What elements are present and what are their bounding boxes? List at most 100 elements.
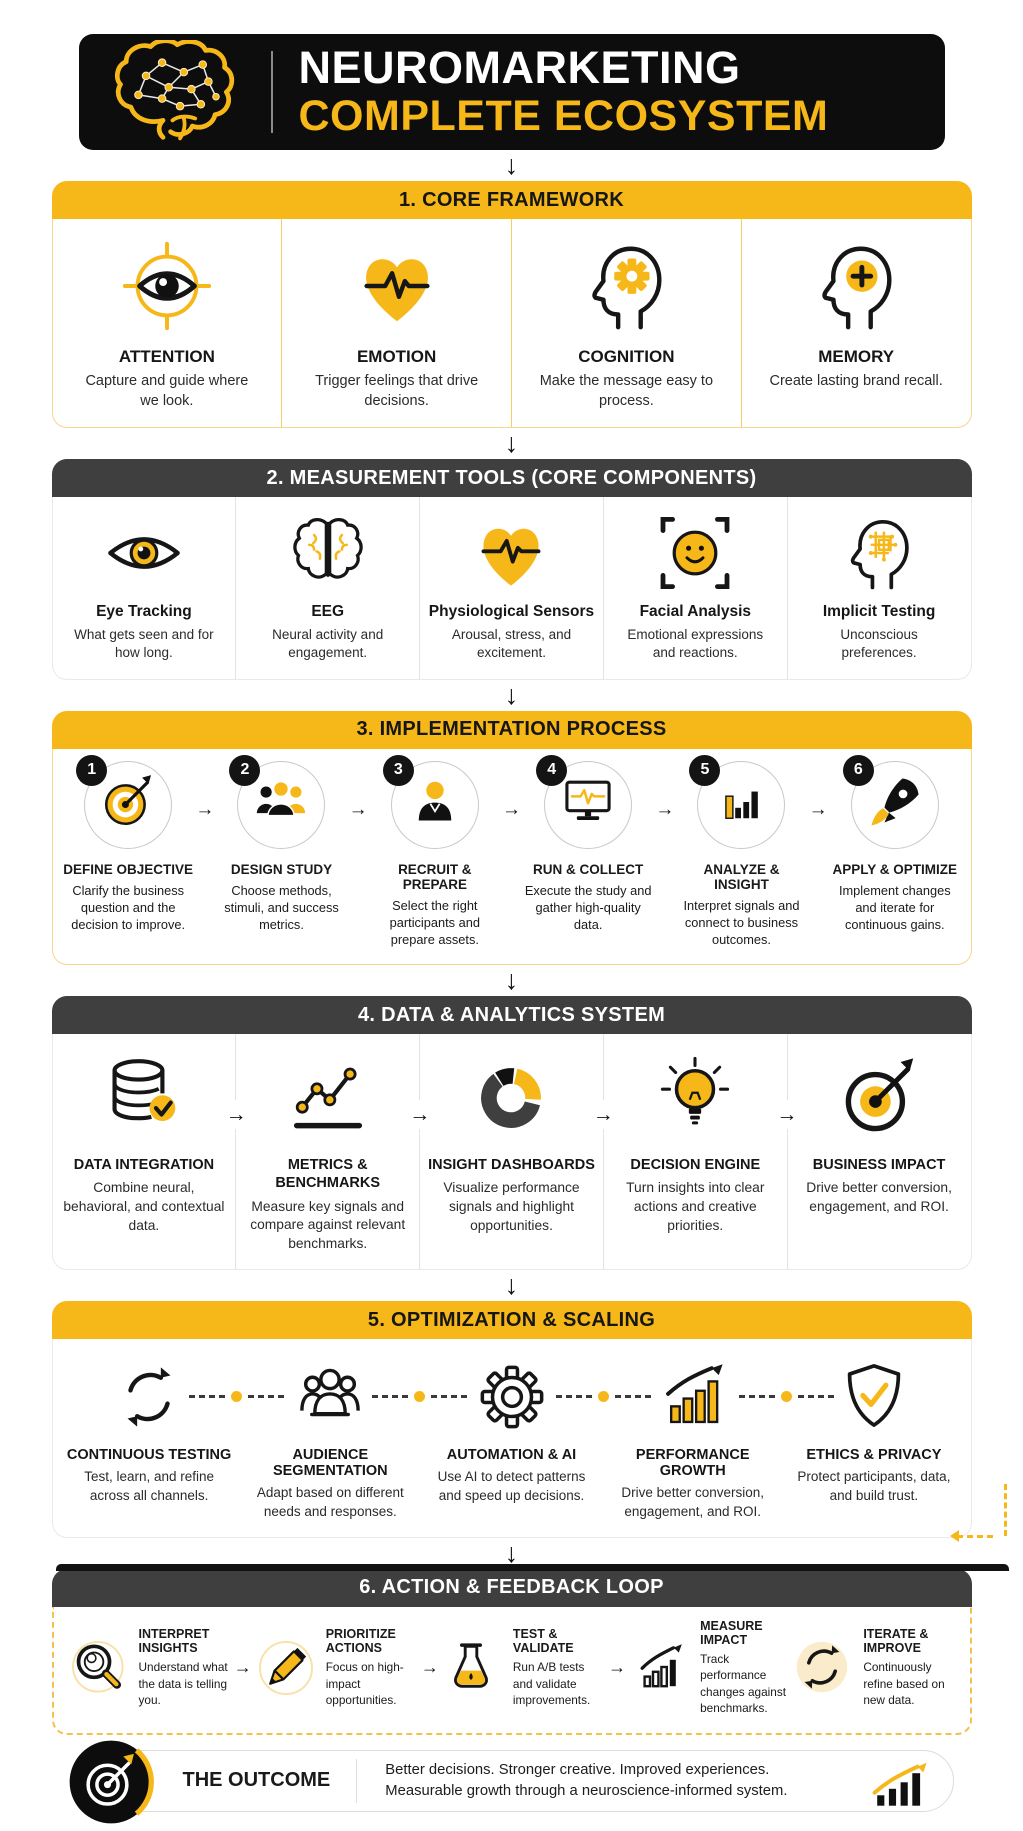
rocket-icon (864, 771, 926, 838)
core-item-memory: MEMORY Create lasting brand recall. (740, 219, 971, 428)
face-scan-icon (655, 511, 735, 595)
item-title: EMOTION (356, 347, 437, 366)
item-title: COGNITION (578, 347, 675, 366)
outcome-line1: Better decisions. Stronger creative. Imp… (385, 1761, 770, 1778)
section-5-header: 5. OPTIMIZATION & SCALING (51, 1301, 972, 1340)
outcome-line2: Measurable growth through a neuroscience… (385, 1782, 788, 1799)
tool-facial-analysis: Facial Analysis Emotional expressions an… (602, 497, 787, 679)
item-desc: Capture and guide where we look. (85, 373, 249, 409)
right-arrow-icon: → (591, 1100, 615, 1130)
item-title: ATTENTION (118, 347, 215, 366)
item-desc: Protect participants, data, and build tr… (797, 1469, 951, 1503)
outcome-divider (356, 1758, 358, 1803)
step-number-badge: 1 (76, 754, 108, 786)
head-plus-icon (807, 233, 905, 339)
iterate-arrows-icon (792, 1637, 854, 1699)
banner-title-line2: COMPLETE ECOSYSTEM (298, 92, 829, 141)
refresh-arrows-icon (112, 1355, 186, 1439)
step-define-objective: 1 DEFINE OBJECTIVE Clarify the business … (63, 754, 194, 934)
item-title: PERFORMANCE GROWTH (635, 1447, 750, 1480)
dashed-arrowhead-icon (950, 1530, 959, 1542)
magnifier-icon (68, 1637, 130, 1699)
outcome-text: Better decisions. Stronger creative. Imp… (385, 1760, 787, 1802)
step-circle: 1 (76, 754, 173, 849)
step-title: APPLY & OPTIMIZE (832, 861, 958, 877)
right-arrow-icon: → (775, 1100, 799, 1130)
dashed-connector (184, 1391, 288, 1403)
connector-dot (781, 1391, 793, 1403)
right-arrow-icon: → (501, 798, 521, 820)
section-6-header: 6. ACTION & FEEDBACK LOOP (51, 1568, 972, 1607)
right-arrow-icon: → (808, 798, 828, 820)
flask-icon (442, 1637, 504, 1699)
step-number-badge: 6 (842, 754, 874, 786)
bottom-bar (56, 1564, 1009, 1571)
brain-icon (287, 511, 369, 595)
shield-check-icon (837, 1355, 911, 1439)
right-arrow-icon: → (224, 1100, 248, 1130)
tool-physiological-sensors: Physiological Sensors Arousal, stress, a… (419, 497, 603, 679)
item-title: PRIORITIZE ACTIONS (325, 1627, 396, 1656)
donut-chart-icon (465, 1048, 557, 1148)
item-desc: Measure key signals and compare against … (250, 1198, 406, 1251)
step-desc: Interpret signals and connect to busines… (683, 897, 800, 948)
step-desc: Clarify the business question and the de… (71, 882, 186, 933)
step-title: RUN & COLLECT (533, 861, 644, 877)
item-desc: Understand what the data is telling you. (138, 1660, 228, 1708)
scaling-performance-growth: PERFORMANCE GROWTH Drive better conversi… (602, 1355, 783, 1520)
step-circle: 5 (689, 754, 786, 849)
item-title: ITERATE & IMPROVE (863, 1627, 929, 1656)
item-desc: Create lasting brand recall. (769, 373, 943, 389)
item-desc: Adapt based on different needs and respo… (256, 1485, 404, 1519)
section-1-header: 1. CORE FRAMEWORK (51, 181, 972, 219)
item-title: Physiological Sensors (428, 603, 595, 621)
step-title: DESIGN STUDY (230, 861, 333, 877)
item-desc: Trigger feelings that drive decisions. (315, 373, 479, 409)
step-title: DEFINE OBJECTIVE (63, 861, 194, 877)
loop-item-text: MEASURE IMPACT Track performance changes… (700, 1619, 792, 1717)
item-title: MEMORY (818, 347, 895, 366)
section-optimization-scaling: 5. OPTIMIZATION & SCALING CONTINUOUS TES… (51, 1301, 972, 1538)
item-desc: Visualize performance signals and highli… (443, 1180, 580, 1233)
item-desc: Drive better conversion, engagement, and… (806, 1180, 952, 1215)
item-desc: Run A/B tests and validate improvements. (512, 1660, 591, 1708)
eye-icon (104, 511, 184, 595)
item-title: AUDIENCE SEGMENTATION (272, 1447, 388, 1480)
bar-chart-icon (712, 773, 770, 836)
database-check-icon (98, 1048, 190, 1148)
item-title: INSIGHT DASHBOARDS (428, 1157, 595, 1174)
loop-iterate-improve: ITERATE & IMPROVE Continuously refine ba… (792, 1627, 955, 1709)
down-arrow-icon: ↓ (504, 428, 519, 459)
item-desc: Unconscious preferences. (840, 627, 918, 661)
tool-implicit-testing: Implicit Testing Unconscious preferences… (786, 497, 971, 679)
dashed-connector (735, 1391, 839, 1403)
right-arrow-icon: → (348, 798, 368, 820)
item-desc: Track performance changes against benchm… (700, 1651, 787, 1716)
step-circle: 2 (229, 754, 326, 849)
head-circuit-icon (838, 511, 920, 595)
scaling-automation-ai: AUTOMATION & AI Use AI to detect pattern… (421, 1355, 602, 1520)
section-core-framework: 1. CORE FRAMEWORK ATTENTION Capture and … (51, 181, 972, 429)
step-circle: 4 (536, 754, 633, 849)
brain-network-icon (105, 38, 257, 144)
section-measurement-tools: 2. MEASUREMENT TOOLS (CORE COMPONENTS) E… (51, 459, 972, 680)
target-arrow-icon (834, 1048, 924, 1148)
item-title: INTERPRET INSIGHTS (138, 1627, 210, 1656)
dashed-connector (551, 1391, 655, 1403)
item-desc: Make the message easy to process. (539, 373, 714, 409)
step-desc: Select the right participants and prepar… (389, 897, 480, 948)
analytics-insight-dashboards: INSIGHT DASHBOARDS Visualize performance… (419, 1034, 603, 1270)
item-desc: Focus on high-impact opportunities. (325, 1660, 404, 1708)
loop-item-text: INTERPRET INSIGHTS Understand what the d… (139, 1627, 231, 1709)
core-item-attention: ATTENTION Capture and guide where we loo… (53, 219, 282, 427)
down-arrow-icon: ↓ (504, 150, 519, 180)
section-action-feedback-loop: 6. ACTION & FEEDBACK LOOP INTERPRET INSI… (51, 1568, 972, 1735)
item-desc: Emotional expressions and reactions. (627, 627, 764, 661)
item-title: TEST & VALIDATE (512, 1627, 574, 1656)
growth-chart-icon (865, 1755, 931, 1807)
scaling-ethics-privacy: ETHICS & PRIVACY Protect participants, d… (783, 1355, 964, 1520)
section-4-header: 4. DATA & ANALYTICS SYSTEM (51, 996, 972, 1035)
connector-dot (414, 1391, 426, 1403)
outcome-title: THE OUTCOME (182, 1769, 331, 1792)
measure-chart-icon (629, 1637, 691, 1699)
